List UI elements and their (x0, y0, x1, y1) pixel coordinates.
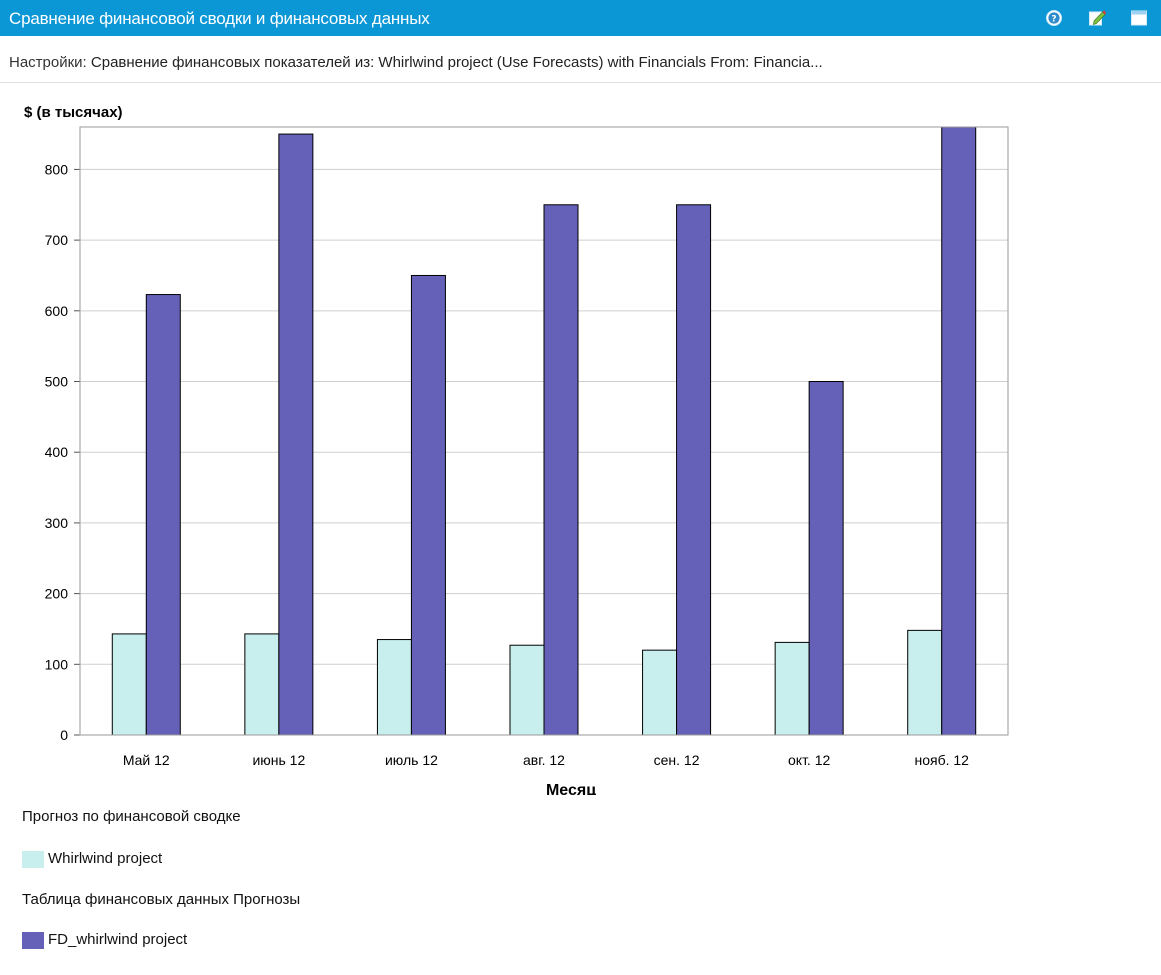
portlet-title: Сравнение финансовой сводки и финансовых… (9, 9, 430, 28)
x-tick-label: июль 12 (385, 752, 438, 768)
bar-whirlwind (244, 633, 280, 736)
settings-value: Сравнение финансовых показателей из: Whi… (90, 54, 823, 71)
bar-whirlwind (642, 649, 678, 736)
bar-whirlwind (111, 633, 147, 736)
x-tick-label: авг. 12 (523, 752, 565, 768)
legend-group-title-summary: Прогноз по финансовой сводке (22, 808, 241, 825)
y-tick-label: 300 (45, 515, 69, 531)
y-tick-label: 100 (45, 656, 69, 672)
maximize-icon[interactable] (1130, 9, 1148, 27)
x-axis-ticks: Май 12 июнь 12 июль 12 авг. 12 сен. 12 окт. 1… (123, 752, 969, 768)
y-tick-label: 0 (60, 727, 68, 743)
bar-fd-whirlwind (941, 126, 977, 736)
x-tick-label: Май 12 (123, 752, 170, 768)
legend-swatch (22, 851, 44, 868)
bar-fd-whirlwind (145, 294, 181, 736)
help-icon[interactable]: ? (1045, 9, 1063, 27)
legend-item-label: Whirlwind project (48, 850, 163, 867)
y-tick-label: 200 (45, 586, 69, 602)
x-tick-label: окт. 12 (788, 752, 830, 768)
y-tick-label: 600 (45, 303, 69, 319)
bar-fd-whirlwind (543, 204, 579, 736)
bar-whirlwind (509, 644, 545, 736)
bar-fd-whirlwind (278, 133, 314, 736)
bar-whirlwind (774, 641, 810, 736)
y-axis-ticks: 0 100 200 300 400 500 600 700 800 (45, 161, 80, 743)
legend-item-label: FD_whirlwind project (48, 931, 188, 948)
bar-fd-whirlwind (410, 274, 446, 736)
x-tick-label: нояб. 12 (914, 752, 969, 768)
edit-icon[interactable] (1088, 9, 1106, 27)
bar-whirlwind (376, 639, 412, 736)
bar-fd-whirlwind (808, 381, 844, 736)
plot-frame (79, 126, 1009, 736)
x-tick-label: сен. 12 (654, 752, 700, 768)
portlet-header: Сравнение финансовой сводки и финансовых… (0, 0, 1161, 36)
y-tick-label: 400 (45, 444, 69, 460)
svg-text:?: ? (1051, 15, 1056, 25)
bar-chart: $ (в тысячах) 0100200300400500600700800 … (24, 104, 1009, 795)
settings-bar: Настройки: Сравнение финансовых показате… (0, 52, 1161, 83)
legend-group-title-financial: Таблица финансовых данных Прогнозы (22, 891, 301, 908)
y-tick-label: 800 (45, 161, 69, 177)
x-tick-label: июнь 12 (252, 752, 305, 768)
y-axis-title: $ (в тысячах) (24, 104, 123, 121)
bars (111, 126, 977, 736)
y-tick-label: 700 (45, 232, 69, 248)
y-tick-label: 500 (45, 374, 69, 390)
bar-whirlwind (907, 629, 943, 736)
settings-label: Настройки: (9, 54, 87, 71)
bar-fd-whirlwind (676, 204, 712, 736)
x-axis-title: Месяц (546, 782, 596, 795)
legend-swatch (22, 932, 44, 949)
